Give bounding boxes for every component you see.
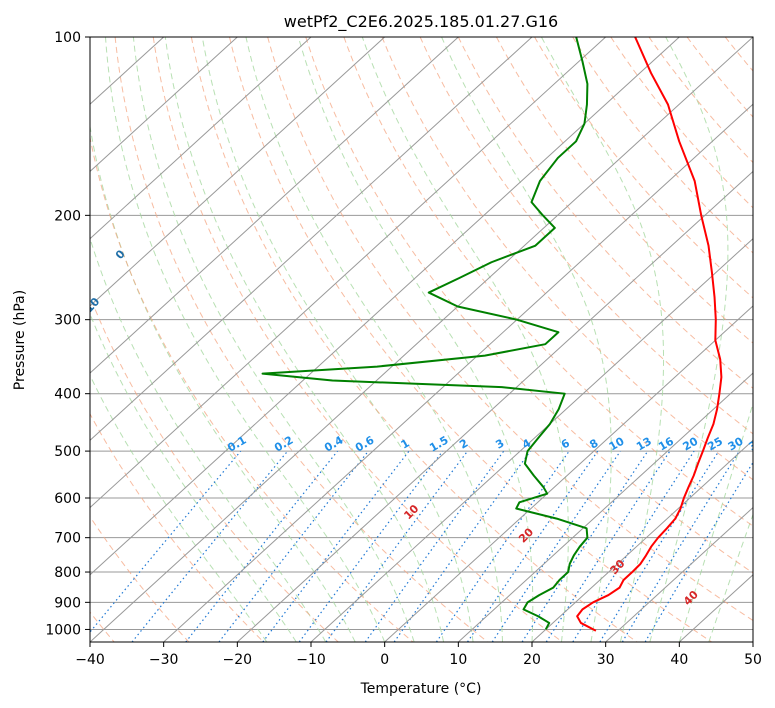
- x-tick-label: −10: [296, 652, 326, 668]
- y-tick-label: 600: [54, 491, 81, 507]
- y-tick-label: 300: [54, 313, 81, 329]
- mixing-ratio-line: [262, 450, 410, 642]
- x-tick-label: 50: [744, 652, 762, 668]
- chart-title: wetPf2_C2E6.2025.185.01.27.G16: [284, 12, 558, 32]
- profile-series: [261, 37, 723, 632]
- moist-adiabat-line: [540, 37, 665, 642]
- mixing-ratio-label: 36: [746, 434, 766, 453]
- isotherm-line: [605, 506, 753, 642]
- mixing-ratio-line: [621, 450, 740, 642]
- isotherm-line: [90, 37, 459, 374]
- moist-adiabat-line: [678, 401, 753, 642]
- moist-adiabat-line: [361, 37, 569, 642]
- mixing-ratio-line: [435, 450, 570, 642]
- isotherm-line: [310, 237, 753, 642]
- plot-frame: [89, 36, 754, 643]
- dewpoint-profile-line: [261, 37, 589, 630]
- isotherm-line: [90, 37, 533, 442]
- mixing-ratio-line: [521, 450, 649, 642]
- x-tick-label: 40: [670, 652, 688, 668]
- dry-adiabat-line: [305, 37, 753, 574]
- dry-adiabats: [90, 37, 753, 642]
- mixing-ratio-line: [599, 450, 720, 642]
- isotherm-line: [90, 37, 312, 240]
- isotherm-line: [90, 37, 238, 173]
- x-axis: −40 −30 −20 −10 0 10 20 30 40 50: [75, 642, 762, 668]
- isobar-grid: [90, 37, 753, 630]
- isotherm-line: [163, 103, 753, 642]
- y-tick-label: 200: [54, 208, 81, 224]
- moist-adiabat-line: [90, 374, 268, 642]
- x-tick-label: −20: [223, 652, 253, 668]
- isotherm-line: [90, 37, 386, 307]
- dry-adiabat-line: [229, 37, 713, 642]
- y-tick-label: 900: [54, 595, 81, 611]
- y-tick-label: 400: [54, 387, 81, 403]
- temperature-profile-line: [576, 37, 723, 632]
- mixing-ratio-line: [545, 450, 671, 642]
- moist-adiabat-line: [649, 37, 729, 642]
- dry-adiabat-line: [90, 515, 190, 642]
- mixing-ratio-line: [393, 450, 531, 642]
- y-tick-label: 800: [54, 565, 81, 581]
- x-tick-label: −40: [75, 652, 105, 668]
- x-tick-label: 0: [380, 652, 389, 668]
- dry-adiabat-line: [267, 37, 753, 622]
- isotherm-line: [90, 37, 753, 642]
- x-tick-label: −30: [149, 652, 179, 668]
- y-tick-label: 1000: [45, 622, 81, 638]
- x-tick-label: 30: [597, 652, 615, 668]
- mixing-ratio-lines: [90, 450, 753, 642]
- moist-adiabat-line: [164, 37, 445, 642]
- mixing-ratio-line: [572, 450, 695, 642]
- y-tick-label: 700: [54, 531, 81, 547]
- isotherm-line: [236, 170, 753, 642]
- dry-adiabat-line: [572, 37, 753, 254]
- dry-adiabat-line: [90, 412, 264, 642]
- isotherm-line: [90, 37, 680, 576]
- isotherm-line: [531, 439, 753, 642]
- dry-adiabat-line: [114, 37, 488, 642]
- mixing-ratio-line: [185, 450, 339, 642]
- x-tick-label: 10: [449, 652, 467, 668]
- moist-adiabat-line: [245, 37, 504, 642]
- x-axis-label: Temperature (°C): [360, 681, 482, 697]
- y-axis: 1000 900 800 700 600 500 400 300 200 100: [45, 30, 90, 638]
- dry-adiabat-line: [152, 37, 563, 642]
- dry-adiabat-line: [419, 37, 753, 435]
- moist-adiabat-line: [201, 37, 474, 642]
- y-tick-label: 500: [54, 444, 81, 460]
- moist-adiabat-line: [708, 513, 753, 642]
- y-axis-label: Pressure (hPa): [12, 290, 28, 390]
- isotherm-line: [457, 372, 753, 642]
- plot-area: 0.10.20.40.611.52346810131620253036-100-…: [90, 37, 766, 642]
- isotherm-line: [90, 37, 607, 509]
- dry-adiabat-line: [90, 295, 339, 642]
- y-tick-label: 100: [54, 30, 81, 46]
- moist-adiabat-line: [90, 312, 297, 642]
- mixing-ratio-line: [491, 450, 621, 642]
- dry-adiabat-line: [343, 37, 753, 527]
- x-tick-label: 20: [523, 652, 541, 668]
- dry-adiabat-line: [381, 37, 753, 481]
- dry-adiabat-line: [190, 37, 638, 642]
- moist-adiabat-line: [90, 236, 327, 642]
- dry-adiabat-line: [534, 37, 753, 299]
- moist-adiabat-line: [104, 37, 386, 642]
- mixing-ratio-line: [467, 450, 599, 642]
